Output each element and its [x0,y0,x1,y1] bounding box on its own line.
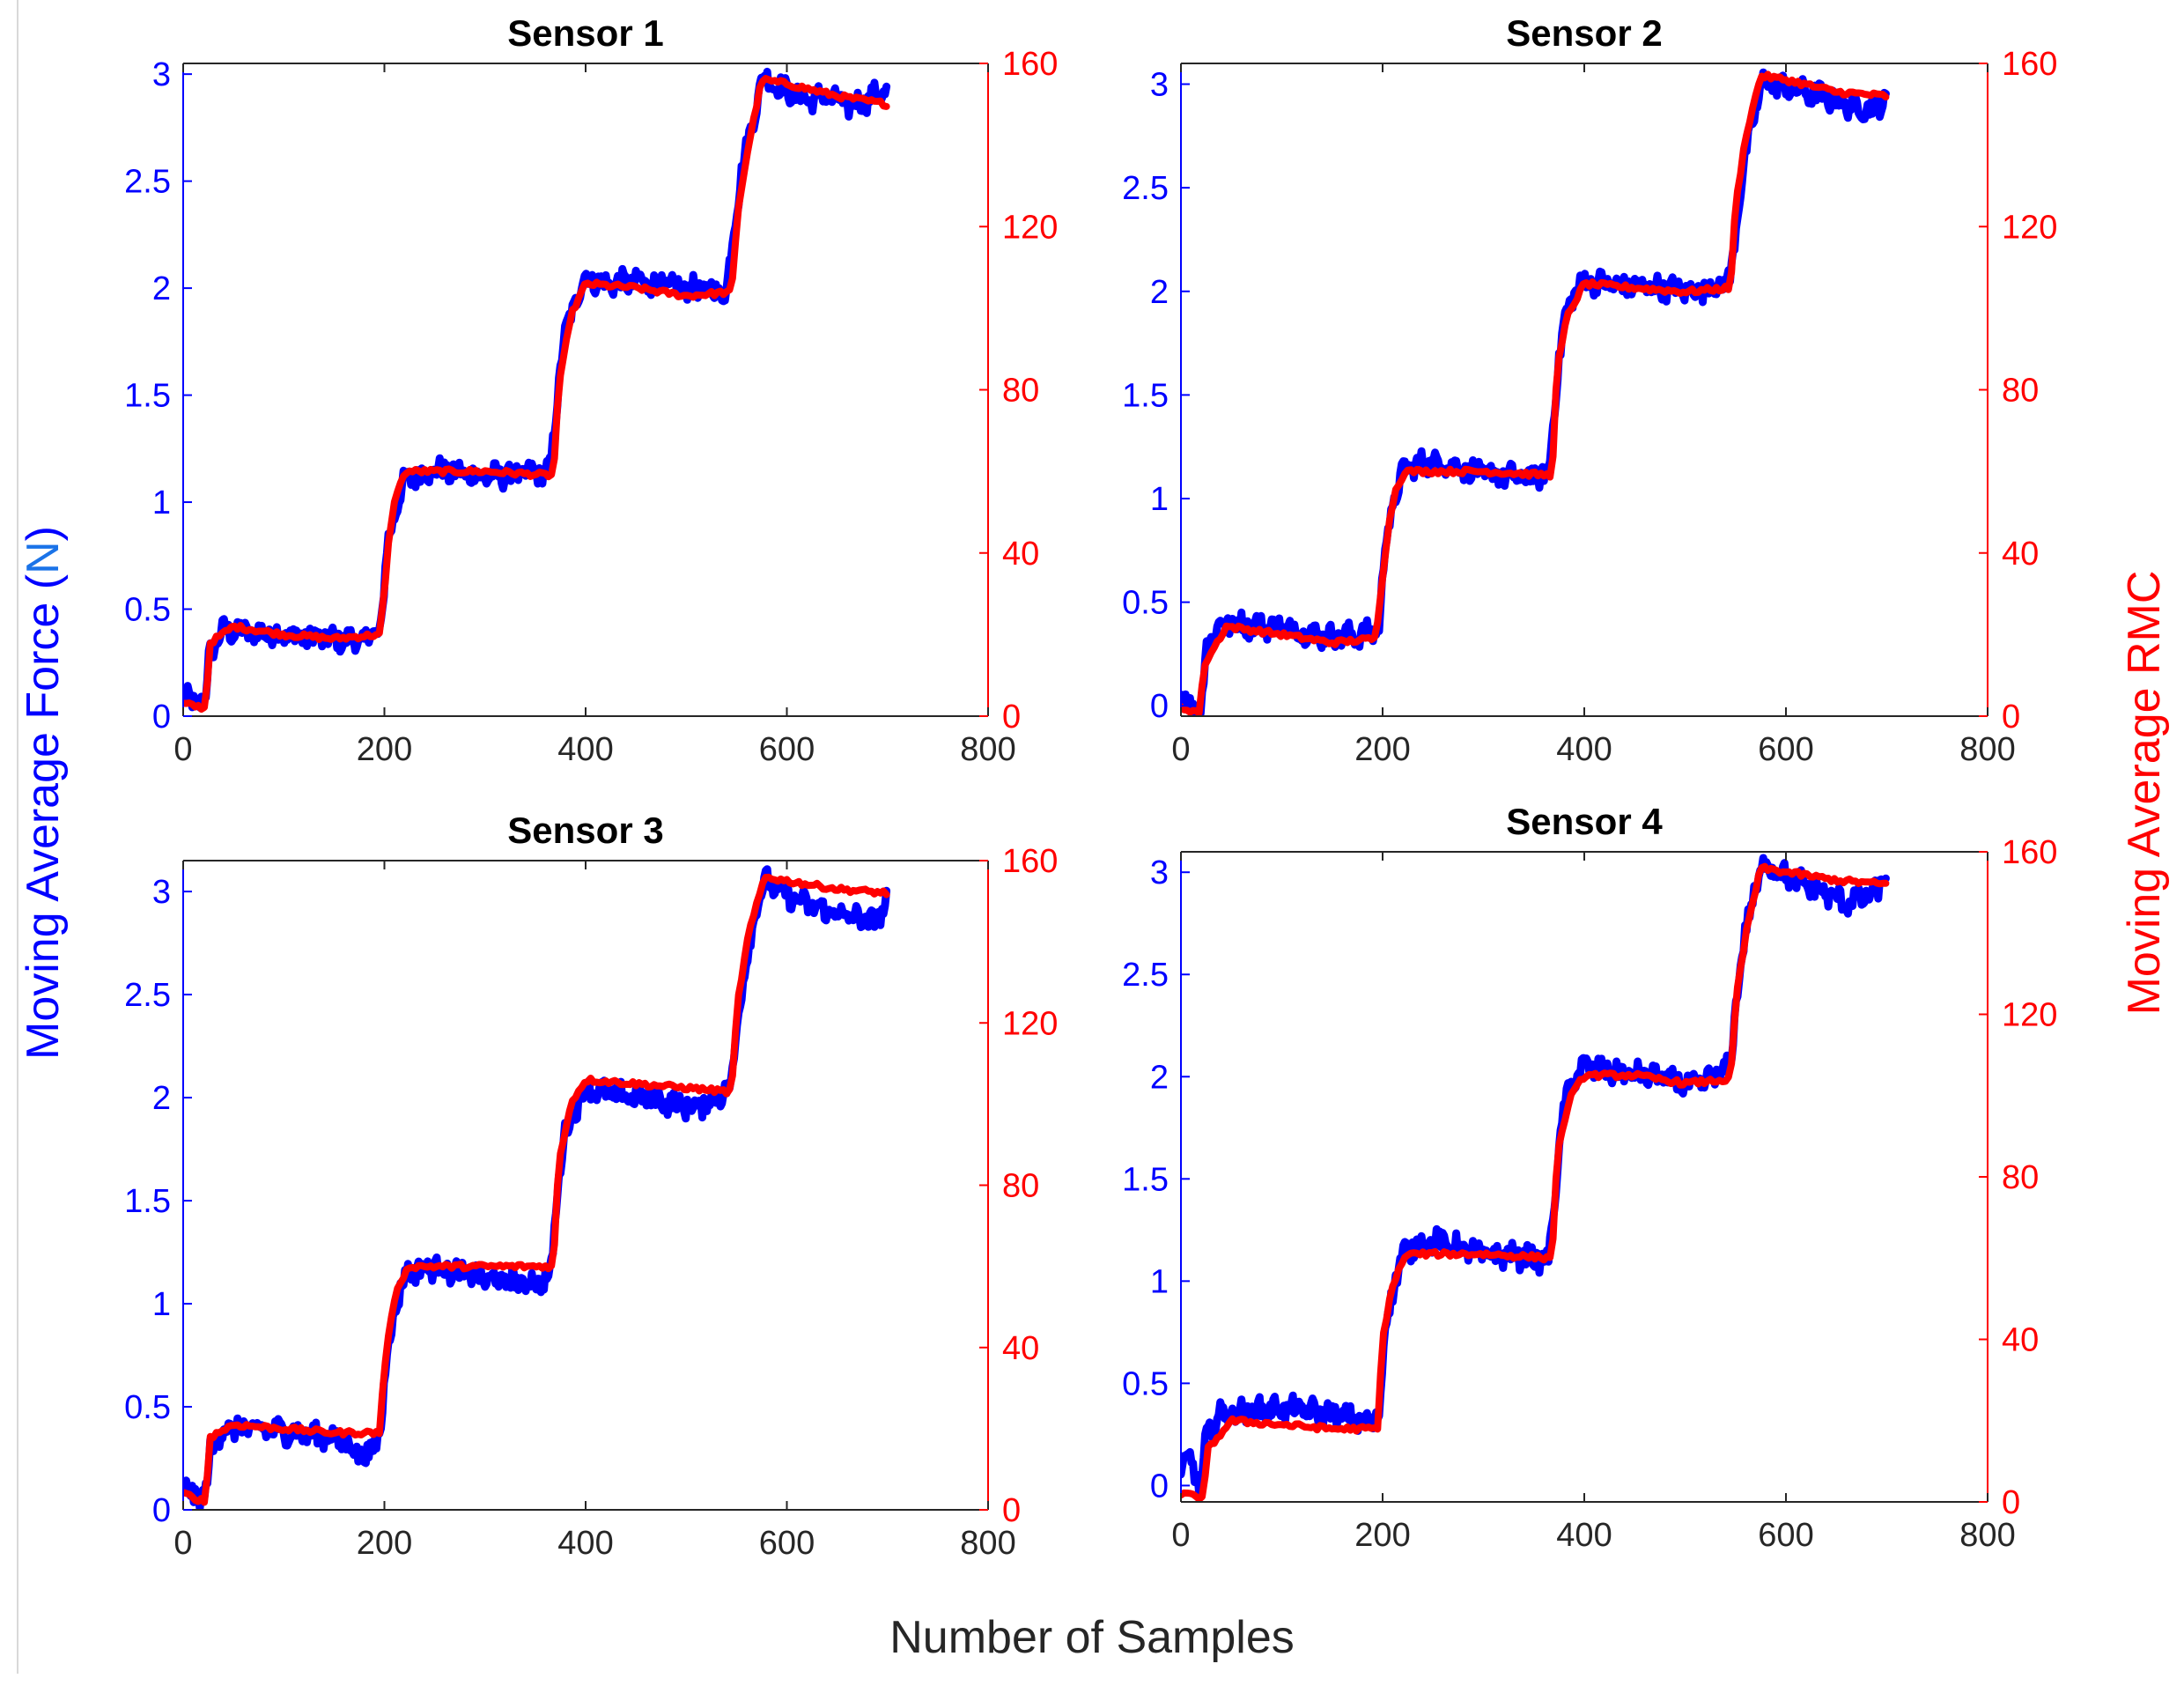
x-tick-label: 200 [1354,731,1410,768]
y-left-tick-label: 1 [1150,1263,1169,1300]
y-right-tick-label: 160 [1002,843,1058,880]
y-right-tick-label: 120 [2002,997,2057,1034]
x-tick-label: 200 [357,1525,412,1562]
y-left-tick-label: 2 [152,1080,171,1117]
x-tick-label: 800 [1959,1517,2015,1554]
chart-panel-3: Sensor 30 200 400 600 80000.511.522.53040801… [124,810,1058,1562]
x-tick-label: 800 [960,731,1015,768]
x-tick-label: 400 [1556,731,1612,768]
x-tick-label: 800 [960,1525,1015,1562]
y-axis-label-left: Moving Average Force (N) [18,526,69,1060]
x-tick-label: 200 [1354,1517,1410,1554]
y-right-tick-label: 80 [2002,1159,2039,1196]
rmc-series-line [1181,862,1890,1502]
y-left-tick-label: 1.5 [1122,1161,1169,1198]
y-left-tick-label: 2.5 [124,977,171,1014]
y-left-tick-label: 0 [1150,1468,1169,1505]
x-tick-label: 400 [557,731,613,768]
y-left-tick-label: 3 [152,874,171,911]
y-right-tick-label: 80 [1002,1168,1039,1205]
y-left-tick-label: 2.5 [1122,957,1169,994]
x-tick-label: 0 [1171,1517,1190,1554]
y-left-tick-label: 3 [152,56,171,93]
y-right-tick-label: 120 [1002,209,1058,246]
y-left-tick-label: 0 [152,1492,171,1529]
y-left-tick-label: 2 [1150,274,1169,311]
y-right-tick-label: 40 [2002,536,2039,573]
y-left-tick-label: 1.5 [124,1183,171,1220]
y-right-tick-label: 160 [1002,46,1058,83]
x-tick-label: 600 [1758,731,1813,768]
chart-title: Sensor 1 [507,12,663,54]
force-series-line [183,865,891,1510]
chart-title: Sensor 4 [1506,801,1663,842]
y-left-tick-label: 2 [1150,1059,1169,1096]
y-axis-label-right: Moving Average RMC [2119,571,2170,1016]
y-left-tick-label: 3 [1150,854,1169,891]
y-axis-label-left-paren-open: ( [18,573,69,589]
chart-panel-2: Sensor 20 200 400 600 80000.511.522.53040801… [1122,12,2057,768]
y-left-tick-label: 0 [1150,688,1169,725]
y-left-tick-label: 2 [152,270,171,307]
y-right-tick-label: 160 [2002,46,2057,83]
x-tick-label: 600 [759,1525,815,1562]
y-left-tick-label: 0.5 [124,1389,171,1426]
y-right-tick-label: 160 [2002,834,2057,871]
x-tick-label: 0 [173,731,192,768]
y-axis-label-left-paren-close: ) [18,526,69,541]
y-left-tick-label: 1 [152,1286,171,1323]
y-right-tick-label: 0 [2002,1484,2020,1521]
y-right-tick-label: 40 [1002,1330,1039,1367]
rmc-series-line [183,75,890,714]
y-left-tick-label: 0.5 [124,592,171,629]
y-left-tick-label: 0.5 [1122,1365,1169,1402]
y-left-tick-label: 3 [1150,67,1169,104]
x-tick-label: 0 [173,1525,192,1562]
y-right-tick-label: 80 [1002,373,1039,410]
y-left-tick-label: 1 [152,484,171,521]
force-series-line [1181,854,1890,1497]
chart-title: Sensor 3 [507,810,663,851]
y-left-tick-label: 2.5 [124,164,171,201]
y-right-tick-label: 0 [1002,1492,1021,1529]
x-tick-label: 200 [357,731,412,768]
y-left-tick-label: 0 [152,699,171,736]
y-left-tick-label: 1.5 [1122,377,1169,414]
x-tick-label: 400 [557,1525,613,1562]
force-series-line [1181,68,1890,716]
y-left-tick-label: 2.5 [1122,170,1169,207]
y-axis-label-left-unit: N [18,541,69,574]
y-right-tick-label: 40 [1002,536,1039,573]
x-tick-label: 400 [1556,1517,1612,1554]
y-right-tick-label: 120 [2002,209,2057,246]
y-right-tick-label: 0 [2002,699,2020,736]
x-tick-label: 600 [1758,1517,1813,1554]
x-tick-label: 0 [1171,731,1190,768]
chart-title: Sensor 2 [1506,12,1662,54]
y-left-tick-label: 0.5 [1122,585,1169,622]
rmc-series-line [1181,70,1890,716]
x-tick-label: 800 [1959,731,2015,768]
x-axis-label: Number of Samples [889,1612,1295,1663]
y-right-tick-label: 80 [2002,373,2039,410]
y-right-tick-label: 0 [1002,699,1021,736]
chart-panel-4: Sensor 40 200 400 600 80000.511.522.53040801… [1122,801,2057,1554]
y-left-tick-label: 1 [1150,481,1169,518]
y-axis-label-left-main: Moving Average Force [18,603,69,1060]
x-tick-label: 600 [759,731,815,768]
y-right-tick-label: 120 [1002,1005,1058,1042]
rmc-series-line [183,873,890,1506]
force-series-line [183,67,891,712]
y-left-tick-label: 1.5 [124,378,171,415]
chart-panel-1: Sensor 10 200 400 600 80000.511.522.53040801… [124,12,1058,768]
y-right-tick-label: 40 [2002,1322,2039,1359]
